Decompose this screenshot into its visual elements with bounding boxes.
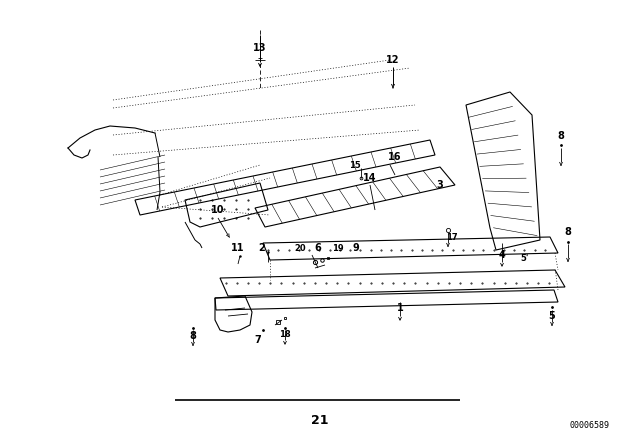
Text: 17: 17 — [446, 233, 458, 241]
Text: 19: 19 — [332, 244, 344, 253]
Text: 9: 9 — [353, 243, 360, 253]
Text: 7: 7 — [255, 335, 261, 345]
Text: 20: 20 — [294, 244, 306, 253]
Text: 00006589: 00006589 — [570, 421, 610, 430]
Text: 15: 15 — [349, 160, 361, 169]
Text: 10: 10 — [211, 205, 225, 215]
Text: 14: 14 — [364, 173, 377, 183]
Text: 12: 12 — [387, 55, 400, 65]
Text: 5: 5 — [548, 311, 556, 321]
Text: 4: 4 — [499, 250, 506, 260]
Text: 2: 2 — [259, 243, 266, 253]
Text: 1: 1 — [397, 303, 403, 313]
Text: 11: 11 — [231, 243, 244, 253]
Text: 6: 6 — [315, 243, 321, 253]
Text: 21: 21 — [311, 414, 329, 426]
Text: 5': 5' — [521, 254, 529, 263]
Text: 8: 8 — [557, 131, 564, 141]
Text: 3: 3 — [436, 180, 444, 190]
Text: 16: 16 — [388, 152, 402, 162]
Text: 13: 13 — [253, 43, 267, 53]
Text: 18: 18 — [279, 329, 291, 339]
Text: 8: 8 — [189, 331, 196, 341]
Text: 8: 8 — [564, 227, 572, 237]
